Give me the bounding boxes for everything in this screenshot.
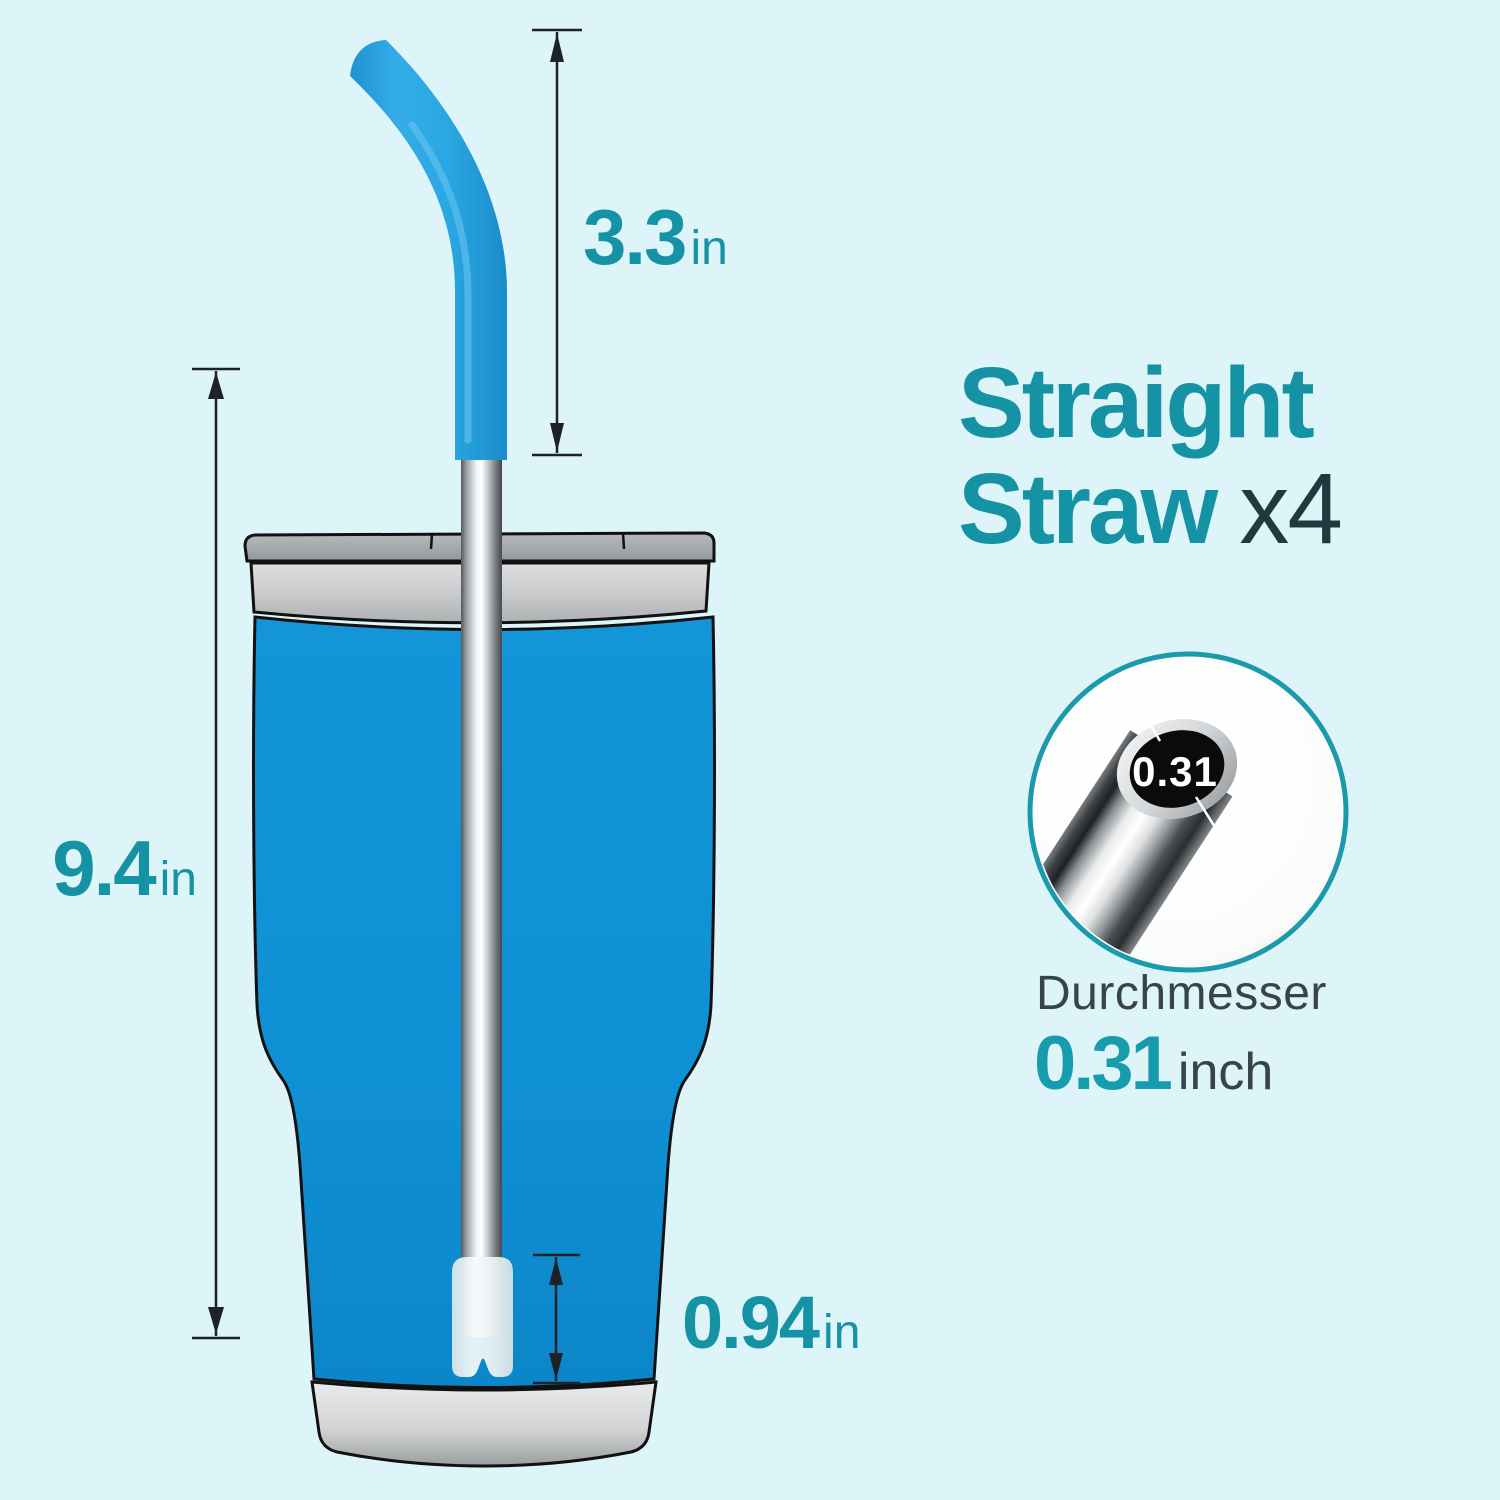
lid-straw-hole-notch-right bbox=[621, 532, 626, 550]
total-length-value: 9.4 bbox=[52, 824, 156, 912]
lid-straw-hole-notch-left bbox=[429, 533, 434, 550]
bottom-tip-unit: in bbox=[823, 1306, 861, 1359]
straw-steel-tube bbox=[461, 420, 502, 1337]
headline-line2: Straw x4 bbox=[958, 453, 1343, 565]
diameter-label: Durchmesser bbox=[1036, 967, 1327, 1020]
straw-silicone-tip bbox=[350, 40, 507, 460]
headline-count: x4 bbox=[1239, 453, 1343, 565]
bottom-tip-arrow bbox=[533, 1253, 580, 1385]
tumbler-base bbox=[310, 1380, 658, 1468]
inset-straw-opening bbox=[1129, 730, 1225, 808]
diameter-unit: inch bbox=[1177, 1043, 1274, 1101]
product-headline: Straight Straw x4 bbox=[958, 347, 1343, 565]
total-length-label: 9.4 in bbox=[25, 829, 197, 907]
tip-length-value: 3.3 bbox=[583, 193, 687, 281]
tip-length-label: 3.3 in bbox=[583, 198, 728, 276]
headline-straw: Straw bbox=[958, 453, 1218, 565]
diameter-inset: 0.31 bbox=[1027, 651, 1349, 973]
straight-straw bbox=[350, 40, 513, 1377]
headline-line1: Straight bbox=[958, 347, 1315, 459]
diameter-value: 0.31 bbox=[1034, 1021, 1173, 1106]
total-length-unit: in bbox=[159, 853, 197, 906]
inset-diameter-line bbox=[1194, 796, 1220, 833]
tip-length-arrow bbox=[532, 28, 582, 457]
bottom-tip-label: 0.94 in bbox=[682, 1286, 860, 1360]
inset-diameter-value: 0.31 bbox=[1132, 748, 1218, 795]
bottom-tip-value: 0.94 bbox=[682, 1281, 820, 1364]
total-length-arrow bbox=[192, 367, 240, 1340]
inset-diameter-line bbox=[1138, 705, 1162, 742]
tip-length-unit: in bbox=[690, 222, 728, 275]
straw-bottom-sleeve bbox=[452, 1257, 513, 1377]
straw-silicone-tip-highlight bbox=[408, 121, 472, 444]
diameter-value-row: 0.31 inch bbox=[1034, 1026, 1273, 1102]
